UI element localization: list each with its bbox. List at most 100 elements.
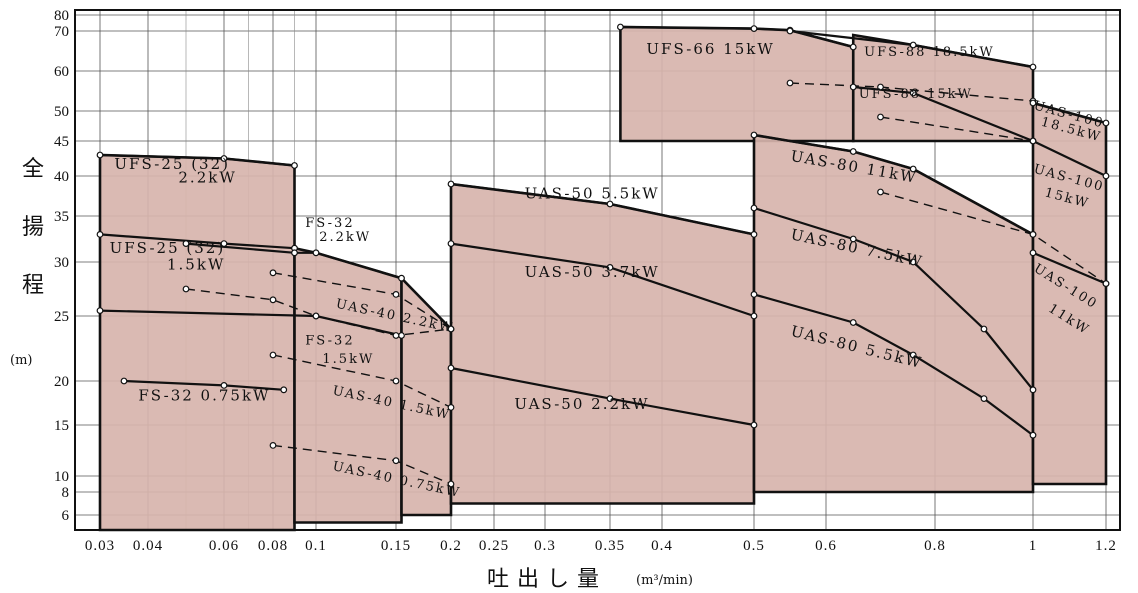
ylabel-unit: (m) (10, 353, 32, 368)
x-tick-label: 0.06 (209, 538, 239, 554)
xlabel-unit: (m³/min) (636, 573, 693, 588)
curve-label: UAS-50 2.2kW (514, 395, 649, 413)
x-tick-label: 0.15 (381, 538, 411, 554)
series-line (185, 242, 402, 280)
data-point (750, 204, 758, 212)
operating-region (449, 182, 756, 505)
y-tick-label: 80 (54, 8, 69, 24)
data-point (447, 325, 455, 333)
y-tick-label: 35 (54, 209, 69, 225)
data-point (220, 155, 228, 162)
curve-label: UFS-25 (32) (110, 239, 226, 257)
x-tick-label: 0.8 (924, 538, 946, 554)
data-point (312, 312, 320, 320)
data-point (447, 404, 455, 411)
data-point (392, 332, 400, 339)
curve-label: UFS-66 15kW (646, 40, 774, 58)
x-tick-label: 0.6 (815, 538, 837, 554)
plot-frame (74, 9, 1121, 531)
series-line (620, 25, 854, 49)
series-points (96, 23, 1110, 488)
data-point (909, 41, 917, 49)
data-point (1029, 137, 1037, 145)
x-tick-label: 0.03 (85, 538, 115, 554)
y-tick-label: 45 (54, 134, 69, 150)
y-tick-label: 30 (54, 255, 69, 271)
data-point (606, 395, 614, 403)
data-point (877, 83, 884, 91)
x-tick-label: 0.2 (440, 538, 462, 554)
data-point (849, 83, 857, 91)
data-point (849, 148, 857, 155)
data-point (849, 319, 857, 326)
data-point (750, 421, 758, 429)
series-line (753, 133, 1034, 236)
data-point (1029, 63, 1037, 71)
y-tick-label: 70 (54, 24, 69, 40)
data-point (877, 113, 884, 121)
data-point (786, 79, 794, 87)
data-point (447, 480, 455, 488)
curve-label: FS-32 (305, 334, 354, 349)
data-point (1102, 280, 1110, 288)
x-tick-label: 1.2 (1095, 538, 1117, 554)
data-point (392, 377, 400, 385)
data-point (220, 240, 228, 248)
curve-label: UAS-50 3.7kW (525, 263, 660, 281)
data-point (980, 395, 988, 403)
data-point (447, 240, 455, 248)
data-point (398, 274, 405, 282)
x-tick-label: 0.08 (258, 538, 288, 554)
y-tick-label: 20 (54, 374, 69, 390)
data-point (1102, 172, 1110, 180)
data-point (1102, 119, 1110, 127)
y-tick-label: 60 (54, 64, 69, 80)
data-point (909, 258, 917, 266)
data-point (750, 131, 758, 139)
x-tick-label: 0.04 (133, 538, 163, 554)
data-point (1029, 386, 1037, 394)
data-point (447, 364, 455, 372)
data-point (909, 89, 917, 97)
x-tick-label: 0.3 (534, 538, 556, 554)
data-point (269, 269, 277, 277)
x-tick-label: 0.25 (479, 538, 509, 554)
data-point (909, 165, 917, 173)
data-point (269, 296, 277, 304)
x-tick-labels: 0.03 0.04 0.06 0.08 0.1 0.15 0.2 0.25 0.3 0.35 0.4… (85, 538, 1117, 554)
data-point (1029, 230, 1037, 238)
data-point (182, 285, 190, 293)
data-point (392, 457, 400, 465)
xlabel: 吐出し量 (487, 567, 607, 592)
data-point (617, 23, 624, 31)
series-line (1032, 101, 1107, 125)
operating-region (98, 153, 296, 532)
x-tick-label: 0.1 (305, 538, 327, 554)
data-point (750, 312, 758, 320)
data-point (1029, 99, 1037, 107)
y-tick-label: 50 (54, 104, 69, 120)
data-point (750, 25, 758, 33)
series-line (1032, 251, 1107, 285)
ylabel-char-1: 全 (22, 157, 44, 182)
series-line (880, 116, 1034, 142)
x-tick-label: 0.4 (651, 538, 673, 554)
curve-label: 2.2kW (319, 230, 371, 245)
data-point (269, 351, 277, 359)
data-point (849, 235, 857, 243)
ylabel-char-2: 揚 (22, 215, 44, 240)
data-point (96, 307, 104, 315)
curve-label: UAS-50 5.5kW (525, 184, 660, 202)
curve-label: 2.2kW (178, 168, 236, 186)
data-point (280, 386, 288, 394)
data-point (269, 442, 277, 449)
data-point (96, 230, 104, 238)
y-tick-label: 8 (62, 485, 70, 501)
curve-label: UFS-25 (32) (114, 155, 230, 173)
regions (98, 25, 1108, 532)
data-point (120, 377, 128, 385)
y-tick-label: 25 (54, 309, 69, 325)
data-point (750, 230, 758, 238)
